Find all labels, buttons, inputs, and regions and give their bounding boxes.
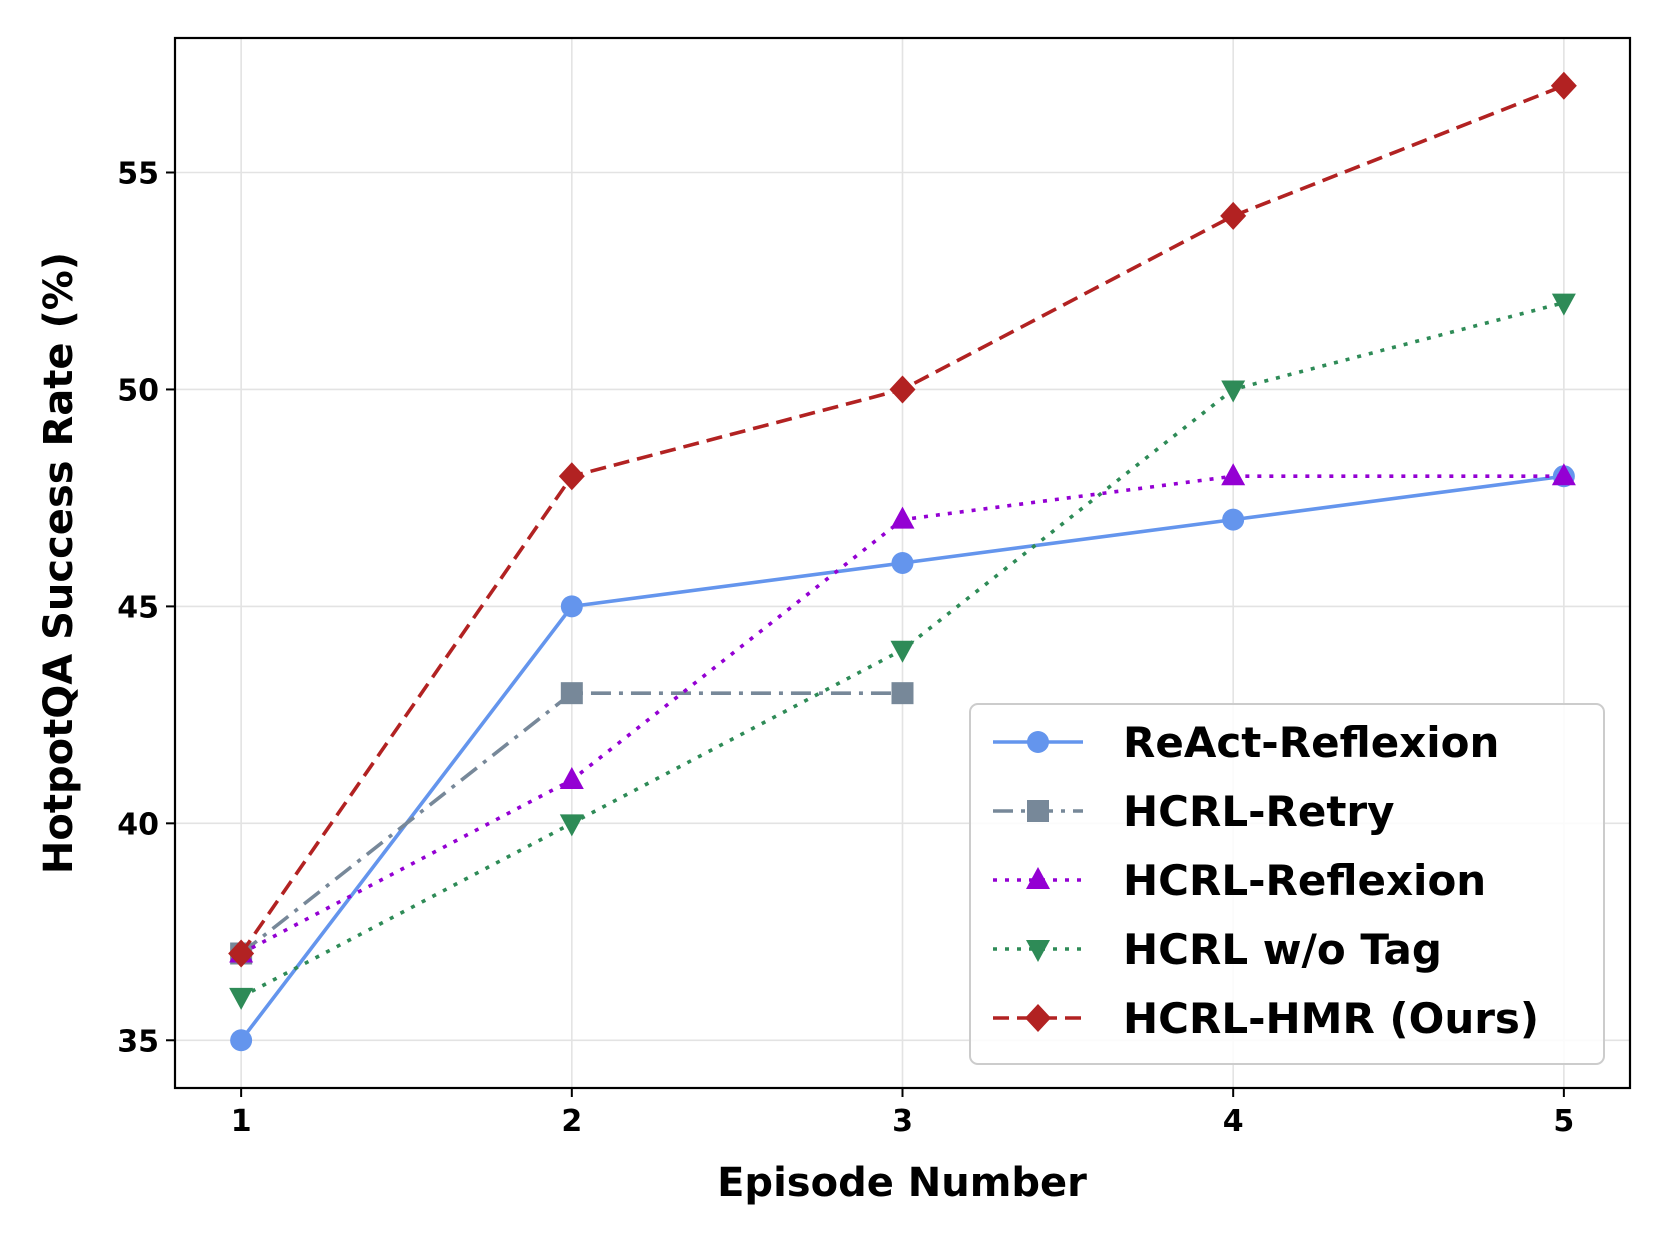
data-point	[230, 1029, 253, 1052]
x-tick-label: 4	[1223, 1104, 1244, 1139]
x-axis-label: Episode Number	[717, 1160, 1087, 1206]
x-axis-ticks: 1 2 3 4 5	[231, 1088, 1574, 1139]
data-point	[559, 766, 584, 789]
data-point	[560, 595, 583, 618]
data-point	[228, 939, 255, 968]
y-tick-label: 55	[117, 157, 159, 192]
data-point	[1220, 201, 1247, 230]
series-layer	[228, 71, 1577, 1052]
x-tick-label: 3	[892, 1104, 913, 1139]
legend-label: HCRL w/o Tag	[1123, 925, 1442, 974]
legend-marker	[1026, 867, 1050, 889]
data-point	[558, 462, 585, 491]
data-point	[891, 682, 914, 705]
legend-entry: HCRL-Retry	[993, 787, 1395, 836]
y-axis-ticks: 35 40 45 50 55	[117, 157, 175, 1059]
legend-entry: ReAct-Reflexion	[993, 718, 1499, 767]
legend-entry: HCRL-HMR (Ours)	[993, 994, 1539, 1043]
legend-label: HCRL-Reflexion	[1123, 856, 1486, 905]
series-hcrl-w-o-tag	[229, 293, 1576, 1010]
data-point	[891, 552, 914, 574]
x-tick-label: 1	[231, 1104, 252, 1139]
legend-marker	[1027, 731, 1049, 753]
legend-entry: HCRL w/o Tag	[993, 925, 1442, 974]
data-point	[229, 987, 254, 1010]
legend-label: HCRL-HMR (Ours)	[1123, 994, 1539, 1043]
data-point	[889, 375, 916, 404]
legend-marker	[1026, 940, 1050, 962]
y-tick-label: 40	[117, 807, 159, 842]
legend-marker	[1027, 800, 1049, 822]
data-point	[890, 640, 915, 663]
data-point	[1221, 463, 1246, 486]
legend-marker	[1025, 1004, 1051, 1032]
y-tick-label: 50	[117, 373, 159, 408]
y-axis-label: HotpotQA Success Rate (%)	[36, 252, 82, 874]
data-point	[1551, 463, 1576, 486]
x-tick-label: 2	[561, 1104, 582, 1139]
data-point	[1222, 508, 1245, 531]
data-point	[1551, 293, 1576, 316]
data-point	[1221, 380, 1246, 403]
legend-entry: HCRL-Reflexion	[993, 856, 1486, 905]
data-point	[1550, 71, 1577, 100]
x-tick-label: 5	[1553, 1104, 1574, 1139]
legend-label: HCRL-Retry	[1123, 787, 1395, 836]
y-tick-label: 45	[117, 590, 159, 625]
data-point	[890, 506, 915, 529]
data-point	[560, 682, 583, 705]
legend-label: ReAct-Reflexion	[1123, 718, 1499, 767]
legend-box	[969, 703, 1605, 1065]
legend: ReAct-Reflexion HCRL-Retry HCRL-Reflexion H…	[969, 703, 1605, 1065]
y-tick-label: 35	[117, 1024, 159, 1059]
data-point	[559, 814, 584, 837]
series-line	[240, 691, 903, 955]
series-hcrl-hmr-ours	[228, 71, 1577, 968]
